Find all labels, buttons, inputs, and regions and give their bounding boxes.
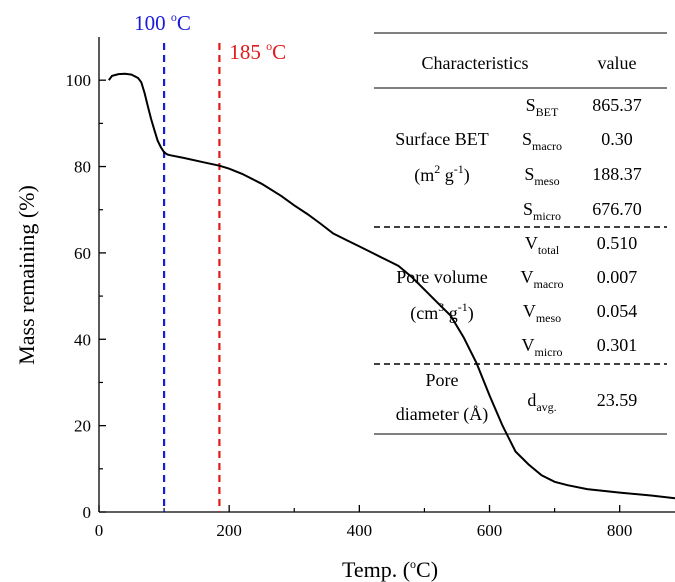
row-symbol: Smacro [522,129,562,153]
row-value: 0.301 [597,335,638,355]
x-ticks: 0 200 400 600 800 [95,505,633,540]
row-value: 188.37 [592,164,642,184]
vline-label-100c: 100 oC [134,10,191,35]
x-tick-label: 200 [216,521,242,540]
x-tick-label: 600 [477,521,503,540]
y-tick-label: 80 [74,158,91,177]
row-symbol: Vmicro [522,335,563,359]
group-label-line1: Pore [426,370,459,390]
row-value: 23.59 [597,390,638,410]
row-value: 0.054 [597,301,638,321]
row-value: 865.37 [592,95,642,115]
x-tick-label: 800 [607,521,633,540]
row-symbol: Vtotal [525,233,560,257]
row-value: 676.70 [592,199,642,219]
table-header-value: value [598,53,637,73]
y-tick-label: 40 [74,330,91,349]
row-symbol: Vmacro [521,267,564,291]
group-label-line2: (m2 g-1) [414,162,470,186]
vline-label-185c: 185 oC [229,39,286,64]
y-tick-label: 20 [74,417,91,436]
group-label-line1: Pore volume [396,267,488,287]
temperature-markers: 100 oC 185 oC [134,10,286,512]
row-value: 0.510 [597,233,638,253]
x-tick-label: 0 [95,521,104,540]
row-symbol: Smicro [523,199,561,223]
y-tick-label: 0 [83,503,92,522]
y-tick-label: 100 [66,71,92,90]
row-symbol: Smeso [524,164,559,188]
table-header-characteristics: Characteristics [422,53,529,73]
row-symbol: SBET [526,95,559,119]
y-ticks: 0 20 40 60 80 100 [66,71,106,522]
row-symbol: davg. [527,390,556,414]
row-value: 0.30 [601,129,633,149]
characteristics-table: Characteristics value Surface BET (m2 g-1) S… [374,32,667,435]
row-symbol: Vmeso [523,301,561,325]
x-axis-title: Temp. (oC) [342,557,438,582]
row-value: 0.007 [597,267,638,287]
group-label-line1: Surface BET [395,129,488,149]
mass-curve [107,72,675,500]
y-tick-label: 60 [74,244,91,263]
x-tick-label: 400 [347,521,373,540]
y-axis-title: Mass remaining (%) [14,185,39,365]
group-label-line2: (cm3 g-1) [410,300,473,324]
group-label-line2: diameter (Å) [396,404,488,425]
